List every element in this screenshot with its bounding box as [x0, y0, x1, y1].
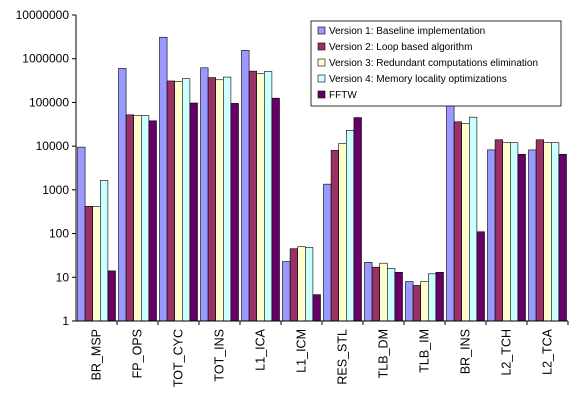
y-axis: 1 10 100 1000 10000 100000 1000000 10000000: [16, 8, 77, 328]
y-tick-label: 1000000: [22, 52, 69, 66]
bar-br-ins-series-2: [453, 121, 463, 322]
legend-label-5: FFTW: [329, 90, 357, 101]
y-tick-label: 100: [49, 227, 69, 241]
bar-res-stl-series-3: [338, 143, 347, 322]
bar-tlb-im-series-1: [405, 281, 414, 322]
bar-tot-ins-series-1: [200, 67, 209, 322]
bar-tlb-dm-series-4: [386, 268, 396, 322]
legend-box: [310, 20, 562, 107]
bar-l1-icm-series-4: [304, 247, 314, 322]
bar-br-msp-series-3: [92, 206, 101, 322]
bar-tlb-dm-series-2: [371, 266, 381, 322]
bar-res-stl-series-1: [323, 183, 332, 322]
category-label: RES_STL: [336, 329, 350, 385]
bar-br-msp-series-4: [100, 180, 109, 322]
category-label: L2_TCH: [500, 329, 514, 376]
bar-tot-ins-series-2: [207, 77, 217, 322]
bar-tot-ins-series-5: [230, 103, 239, 322]
category-label: BR_INS: [459, 329, 473, 374]
legend-label-4: Version 4: Memory locality optimizations: [329, 74, 507, 85]
category-label: L1_ICM: [295, 329, 309, 373]
bar-l2-tch-series-1: [487, 149, 496, 322]
bar-l1-ica-series-1: [241, 50, 250, 322]
bars: [77, 36, 567, 322]
bar-tlb-im-series-5: [435, 271, 444, 322]
bar-tot-cyc-series-5: [189, 102, 198, 322]
category-label: TOT_INS: [213, 329, 227, 382]
bar-tlb-im-series-4: [427, 273, 437, 322]
bar-l2-tch-series-5: [517, 154, 526, 322]
bar-fp-ops-series-4: [141, 115, 150, 322]
legend-swatch-2: [317, 42, 326, 51]
legend: Version 1: Baseline implementation Versio…: [310, 20, 562, 107]
bar-tot-cyc-series-3: [174, 81, 183, 322]
bar-tot-cyc-series-2: [166, 80, 176, 322]
bar-fp-ops-series-5: [148, 120, 157, 322]
category-label: TLB_IM: [418, 329, 432, 373]
bar-tlb-dm-series-1: [364, 262, 373, 322]
bar-l2-tca-series-1: [528, 149, 537, 322]
bar-br-ins-series-5: [476, 231, 485, 322]
bar-l1-ica-series-4: [263, 71, 273, 322]
bar-l1-icm-series-1: [282, 261, 291, 322]
y-tick-label: 1: [62, 314, 69, 328]
bar-l1-icm-series-2: [289, 248, 299, 322]
legend-swatch-4: [317, 74, 326, 83]
bar-res-stl-series-4: [345, 130, 355, 322]
x-axis: BR_MSP FP_OPS TOT_CYC TOT_INS L1_ICA L1_ICM RE…: [76, 320, 569, 387]
bar-fp-ops-series-1: [118, 68, 127, 322]
bar-tlb-dm-series-3: [379, 262, 388, 322]
category-label: L1_ICA: [254, 328, 268, 370]
category-label: TOT_CYC: [172, 329, 186, 387]
category-label: FP_OPS: [131, 329, 145, 378]
bar-br-msp-series-2: [84, 206, 93, 322]
bar-fp-ops-series-3: [133, 115, 142, 322]
bar-res-stl-series-2: [330, 150, 340, 322]
legend-swatch-5: [317, 90, 326, 99]
bar-br-ins-series-3: [461, 123, 470, 322]
bar-br-ins-series-1: [446, 103, 455, 322]
bar-l2-tca-series-4: [550, 142, 560, 322]
bar-tot-ins-series-3: [215, 79, 224, 322]
bar-l2-tca-series-3: [543, 142, 552, 322]
bar-br-msp-series-1: [77, 146, 86, 322]
bar-l1-icm-series-3: [297, 246, 306, 322]
category-label: L2_TCA: [541, 328, 555, 375]
bar-tlb-im-series-3: [420, 281, 429, 322]
bar-l1-ica-series-3: [256, 73, 265, 322]
bar-l2-tca-series-2: [535, 139, 544, 322]
y-tick-label: 10: [56, 270, 70, 284]
bar-tot-cyc-series-4: [182, 78, 191, 322]
bar-l1-ica-series-2: [248, 70, 258, 322]
category-label: TLB_DM: [377, 329, 391, 378]
legend-label-3: Version 3: Redundant computations elimin…: [329, 58, 538, 69]
legend-swatch-1: [317, 26, 326, 35]
legend-swatch-3: [317, 58, 326, 67]
bar-l1-ica-series-5: [271, 97, 280, 322]
bar-l2-tch-series-4: [509, 142, 519, 322]
legend-label-1: Version 1: Baseline implementation: [329, 26, 485, 37]
bar-tlb-im-series-2: [412, 285, 422, 322]
bar-tot-cyc-series-1: [159, 36, 168, 322]
bar-fp-ops-series-2: [125, 114, 134, 322]
bar-l2-tch-series-2: [494, 139, 504, 322]
y-tick-label: 10000: [36, 139, 70, 153]
bar-br-msp-series-5: [107, 270, 116, 322]
y-tick-label: 100000: [29, 95, 69, 109]
bar-l2-tca-series-5: [558, 154, 567, 322]
y-tick-label: 1000: [42, 183, 69, 197]
bar-res-stl-series-5: [353, 117, 362, 322]
bar-l2-tch-series-3: [502, 142, 511, 322]
bar-br-ins-series-4: [468, 116, 478, 322]
bar-l1-icm-series-5: [312, 294, 321, 322]
bar-tot-ins-series-4: [223, 76, 232, 322]
y-tick-label: 10000000: [16, 8, 70, 22]
bar-tlb-dm-series-5: [394, 271, 403, 322]
legend-label-2: Version 2: Loop based algorithm: [329, 42, 472, 53]
category-label: BR_MSP: [90, 329, 104, 380]
